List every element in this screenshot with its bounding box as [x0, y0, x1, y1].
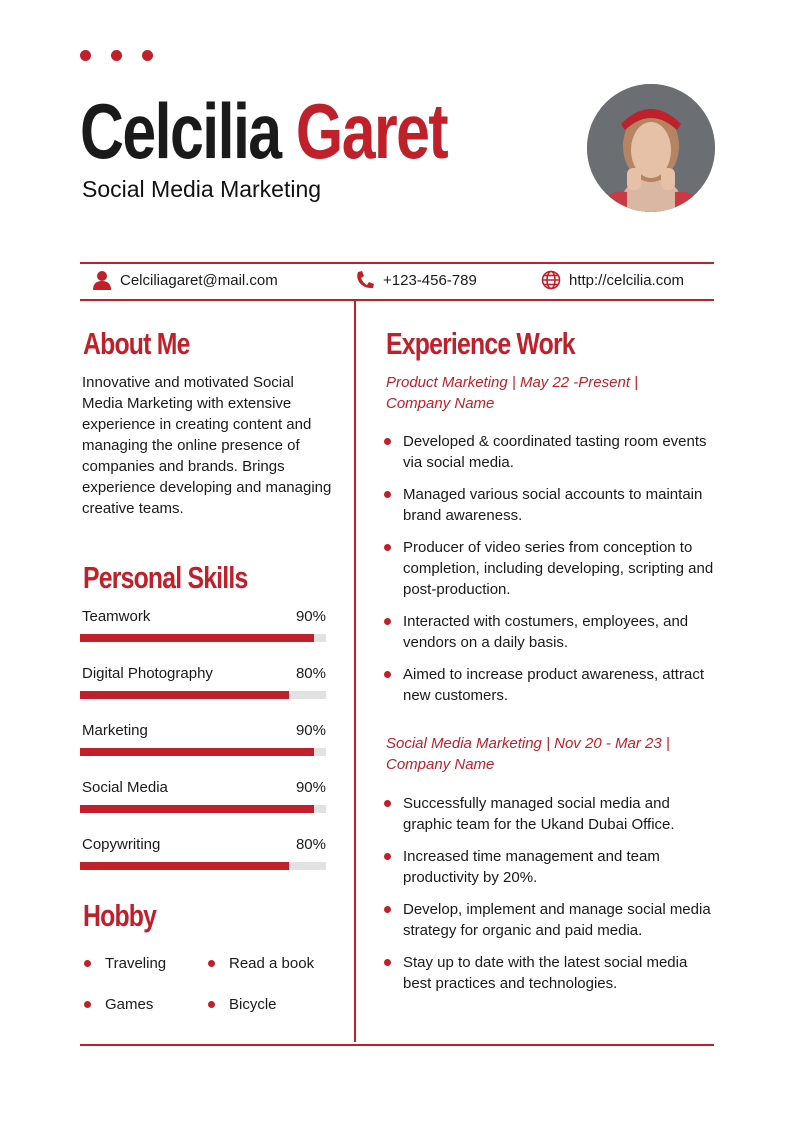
skill-bar-fill [80, 634, 314, 642]
divider [80, 299, 714, 301]
decor-dot [111, 50, 122, 61]
skill-percent: 80% [295, 836, 326, 853]
skill-bar-fill [80, 862, 290, 870]
skill-percent: 90% [295, 608, 326, 625]
job-title-2: Social Media Marketing | Nov 20 - Mar 23… [386, 735, 670, 773]
column-divider [354, 300, 356, 1042]
skill-percent: 90% [295, 722, 326, 739]
skill-percent: 90% [295, 779, 326, 796]
contact-email[interactable]: Celciliagaret@mail.com [92, 270, 278, 290]
skill-bar-track [80, 862, 326, 870]
contact-website[interactable]: http://celcilia.com [541, 270, 684, 290]
divider [80, 1044, 714, 1046]
skills-heading: Personal Skills [83, 560, 248, 595]
skill-item: Copywriting 80% [80, 836, 326, 870]
bullet-icon [384, 800, 391, 807]
bullet-icon [384, 438, 391, 445]
bullet-icon [384, 959, 391, 966]
skill-name: Digital Photography [82, 665, 213, 682]
profile-photo [587, 84, 715, 212]
job-bullet: Developed & coordinated tasting room eve… [384, 431, 714, 473]
hobby-heading: Hobby [83, 898, 157, 933]
divider [80, 262, 714, 264]
skill-item: Social Media 90% [80, 779, 326, 813]
globe-icon [541, 270, 561, 290]
first-name: Celcilia [80, 87, 282, 175]
bullet-icon [384, 491, 391, 498]
job-bullets-2: Successfully managed social media and gr… [384, 793, 714, 1005]
skill-name: Teamwork [82, 608, 151, 625]
skill-item: Teamwork 90% [80, 608, 326, 642]
decor-dot [80, 50, 91, 61]
skill-name: Copywriting [82, 836, 161, 853]
job-bullet: Interacted with costumers, employees, an… [384, 611, 714, 653]
hobby-item: Traveling [84, 955, 166, 972]
email-text: Celciliagaret@mail.com [120, 271, 278, 289]
skill-percent: 80% [295, 665, 326, 682]
phone-icon [357, 271, 374, 289]
bullet-icon [384, 906, 391, 913]
bullet-icon [384, 544, 391, 551]
skill-item: Marketing 90% [80, 722, 326, 756]
skill-bar-track [80, 691, 326, 699]
skill-bar-fill [80, 748, 314, 756]
job-bullets-1: Developed & coordinated tasting room eve… [384, 431, 714, 717]
name-heading: Celcilia Garet [80, 92, 449, 170]
skill-name: Social Media [82, 779, 168, 796]
job-bullet: Aimed to increase product awareness, att… [384, 664, 714, 706]
job-title-1: Product Marketing | May 22 -Present | Co… [386, 374, 639, 412]
about-text: Innovative and motivated Social Media Ma… [82, 374, 332, 517]
skill-bar-fill [80, 691, 290, 699]
skill-bar-track [80, 805, 326, 813]
skill-bar-fill [80, 805, 314, 813]
person-icon [93, 271, 111, 290]
bullet-icon [384, 853, 391, 860]
job-bullet: Producer of video series from conception… [384, 537, 714, 600]
skill-item: Digital Photography 80% [80, 665, 326, 699]
bullet-icon [384, 671, 391, 678]
job-bullet: Increased time management and team produ… [384, 846, 714, 888]
job-bullet: Successfully managed social media and gr… [384, 793, 714, 835]
skill-bar-track [80, 634, 326, 642]
bullet-icon [384, 618, 391, 625]
hobby-item: Read a book [208, 955, 314, 972]
hobby-item: Bicycle [208, 996, 277, 1013]
contact-phone[interactable]: +123-456-789 [355, 270, 477, 290]
last-name: Garet [295, 87, 449, 175]
job-bullet: Stay up to date with the latest social m… [384, 952, 714, 994]
job-bullet: Managed various social accounts to maint… [384, 484, 714, 526]
hobby-item: Games [84, 996, 153, 1013]
phone-text: +123-456-789 [383, 271, 477, 289]
experience-heading: Experience Work [386, 326, 576, 361]
decor-dot [142, 50, 153, 61]
skill-bar-track [80, 748, 326, 756]
website-text: http://celcilia.com [569, 271, 685, 289]
about-heading: About Me [83, 326, 190, 361]
job-bullet: Develop, implement and manage social med… [384, 899, 714, 941]
job-title: Social Media Marketing [82, 176, 322, 202]
skill-name: Marketing [82, 722, 148, 739]
